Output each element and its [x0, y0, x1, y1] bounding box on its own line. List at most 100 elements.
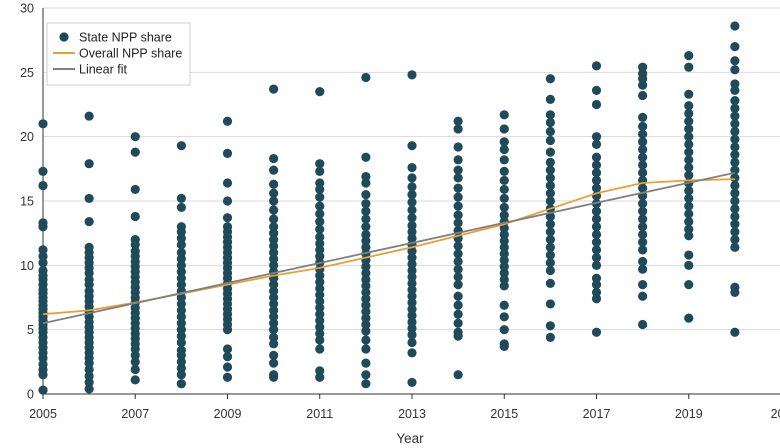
- state-npp-point: [361, 379, 371, 389]
- state-npp-point: [638, 129, 648, 139]
- state-npp-point: [361, 274, 371, 285]
- state-npp-point: [176, 247, 186, 258]
- state-npp-point: [499, 166, 509, 177]
- state-npp-point: [315, 224, 325, 234]
- state-npp-point: [638, 152, 648, 162]
- state-npp-point: [499, 281, 509, 291]
- state-npp-point: [638, 144, 648, 155]
- state-npp-point: [638, 291, 648, 301]
- x-axis-title: Year: [396, 431, 424, 446]
- state-npp-point: [315, 283, 325, 294]
- state-npp-point: [84, 384, 94, 394]
- state-npp-point: [84, 377, 94, 388]
- state-npp-point: [684, 101, 694, 111]
- state-npp-point: [499, 249, 509, 259]
- state-npp-point: [38, 258, 48, 268]
- state-npp-point: [499, 202, 509, 213]
- state-npp-point: [453, 256, 463, 267]
- state-npp-point: [453, 124, 463, 134]
- state-npp-point: [407, 291, 417, 301]
- state-npp-point: [407, 189, 417, 200]
- state-npp-point: [315, 232, 325, 242]
- state-npp-point: [545, 196, 555, 206]
- state-npp-point: [545, 117, 555, 128]
- state-npp-point: [84, 268, 94, 278]
- x-tick-label: 202: [771, 407, 780, 421]
- state-npp-point: [315, 201, 325, 211]
- axes: 0 5 10 15 20 25 30 2005 2007 2009 2011 2013 2015 2017…: [20, 2, 780, 421]
- state-npp-point: [361, 198, 371, 209]
- state-npp-point: [84, 216, 94, 227]
- state-npp-point: [269, 196, 279, 206]
- state-npp-point: [638, 214, 648, 224]
- state-npp-point: [684, 155, 694, 165]
- state-npp-point: [130, 184, 140, 195]
- state-npp-point: [269, 318, 279, 328]
- state-npp-point: [499, 236, 509, 246]
- state-npp-point: [361, 344, 371, 354]
- state-npp-point: [315, 184, 325, 195]
- state-npp-point: [269, 305, 279, 315]
- overall-npp-share-line: [42, 178, 735, 316]
- state-npp-point: [315, 277, 325, 287]
- state-npp-point: [591, 253, 602, 263]
- state-npp-point: [684, 147, 694, 157]
- state-npp-point: [176, 227, 186, 237]
- state-npp-point: [315, 178, 325, 188]
- state-npp-point: [361, 72, 371, 83]
- state-npp-point: [407, 298, 417, 308]
- state-npp-point: [407, 337, 417, 348]
- state-npp-point: [545, 278, 555, 288]
- state-npp-point: [407, 197, 417, 207]
- state-npp-point: [453, 291, 463, 301]
- state-npp-point: [591, 132, 602, 142]
- state-npp-point: [38, 222, 48, 232]
- state-npp-point: [176, 379, 186, 389]
- state-npp-point: [684, 162, 694, 173]
- state-npp-point: [453, 210, 463, 220]
- state-npp-point: [638, 280, 648, 290]
- state-npp-point: [730, 204, 740, 214]
- state-npp-point: [407, 253, 417, 263]
- state-npp-point: [222, 213, 233, 223]
- state-npp-point: [407, 317, 417, 327]
- state-npp-point: [407, 330, 417, 340]
- state-npp-point: [453, 241, 463, 251]
- state-npp-point: [407, 323, 417, 333]
- state-npp-point: [453, 309, 463, 319]
- state-npp-point: [638, 237, 648, 247]
- y-tick-label: 30: [20, 2, 34, 16]
- state-npp-point: [361, 281, 371, 291]
- x-tick-label: 2017: [583, 407, 611, 421]
- state-npp-point: [407, 205, 417, 215]
- state-npp-point: [361, 171, 371, 182]
- state-npp-point: [453, 300, 463, 310]
- state-npp-point: [361, 214, 371, 224]
- state-npp-point: [407, 162, 417, 173]
- state-npp-point: [499, 242, 509, 252]
- state-npp-point: [730, 242, 740, 252]
- state-npp-point: [684, 224, 694, 234]
- state-npp-point: [684, 313, 694, 323]
- state-npp-point: [176, 233, 186, 243]
- state-npp-point: [453, 370, 463, 380]
- state-npp-point: [269, 299, 279, 309]
- state-npp-point: [591, 245, 602, 255]
- state-npp-point: [222, 178, 233, 188]
- state-npp-point: [499, 262, 509, 272]
- state-npp-point: [684, 116, 694, 126]
- state-npp-point: [176, 267, 186, 277]
- x-tick-label: 2011: [306, 407, 333, 421]
- state-npp-point: [730, 103, 740, 113]
- state-npp-point: [315, 245, 325, 255]
- state-npp-point: [176, 363, 186, 373]
- state-npp-point: [730, 126, 740, 137]
- state-npp-point: [499, 144, 509, 155]
- state-npp-point: [176, 325, 186, 335]
- state-npp-point: [361, 370, 371, 380]
- legend-label: Linear fit: [79, 63, 127, 77]
- state-npp-point: [130, 211, 140, 222]
- state-npp-point: [591, 152, 602, 162]
- state-npp-point: [453, 280, 463, 290]
